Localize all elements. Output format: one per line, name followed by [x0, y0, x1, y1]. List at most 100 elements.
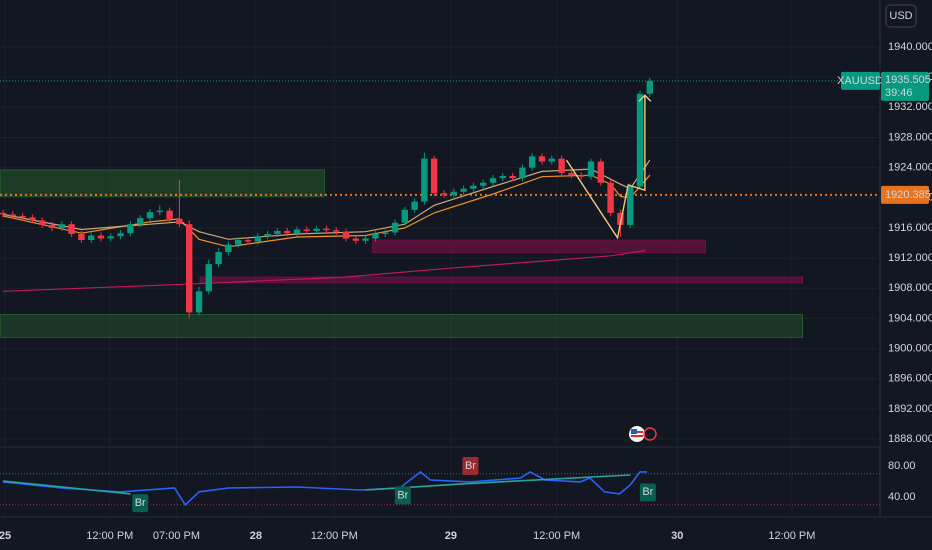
candle-body: [19, 215, 26, 218]
candle-body: [509, 175, 516, 179]
candle-body: [470, 185, 477, 189]
x-tick-label: 25: [0, 530, 11, 542]
candle-body: [235, 240, 242, 245]
price-line-tag: [881, 185, 929, 204]
candle-body: [627, 186, 634, 225]
candle-body: [68, 224, 75, 234]
y-tick-label: 1892.000: [888, 403, 932, 415]
candle-body: [607, 182, 614, 213]
candle-body: [97, 235, 105, 239]
candle-body: [225, 244, 232, 253]
zone: [372, 239, 706, 254]
candle-body: [529, 156, 536, 168]
signal-label: Br: [397, 489, 408, 501]
y-tick-label: 1900.000: [888, 343, 932, 355]
candle-body: [293, 229, 301, 234]
countdown-label: 39:46: [885, 87, 913, 99]
symbol-label: XAUUSD: [837, 75, 883, 87]
candle-body: [313, 228, 320, 231]
candle-body: [244, 240, 252, 242]
x-tick-label: 29: [445, 530, 457, 542]
y-tick-label: 1904.000: [888, 312, 932, 324]
signal-badge: [639, 483, 656, 502]
candle-body: [597, 161, 604, 183]
candle-body: [127, 224, 134, 234]
candle-body: [342, 231, 350, 239]
candle-body: [431, 158, 438, 194]
currency-box[interactable]: [885, 4, 917, 28]
y-tick-label: 1932.000: [888, 101, 932, 113]
candle-body: [646, 80, 653, 94]
candle-body: [558, 158, 565, 173]
candle-body: [186, 224, 193, 313]
candle-body: [0, 212, 7, 215]
candle-body: [460, 188, 467, 192]
candle-body: [156, 210, 163, 213]
indicator-line: [2, 480, 131, 495]
candle-body: [499, 175, 506, 179]
currency[interactable]: USD: [889, 10, 912, 22]
candle-body: [215, 252, 222, 265]
x-tick-label: 12:00 PM: [86, 530, 133, 542]
candle-body: [411, 201, 418, 210]
candle-body: [489, 178, 497, 183]
drawing-arrowhead: [638, 94, 652, 102]
candle-body: [107, 236, 114, 239]
candle-body: [587, 161, 595, 177]
x-tick-label: 12:00 PM: [533, 530, 580, 542]
signal-badge: [462, 456, 479, 475]
candle-body: [421, 158, 428, 202]
candle-body: [176, 218, 183, 225]
candle-body: [264, 233, 271, 237]
candle-body: [323, 228, 330, 231]
y-tick-label: 1916.000: [888, 222, 932, 234]
symbol-tag: [841, 71, 880, 90]
zone: [0, 314, 803, 338]
candle-body: [538, 156, 546, 162]
candle-body: [254, 236, 261, 242]
price-line-label: 1920.385: [885, 189, 931, 201]
candle-body: [401, 209, 408, 223]
indicator-tick-label: 80.00: [888, 460, 916, 472]
y-tick-label: 1924.000: [888, 162, 932, 174]
candle-body: [39, 220, 46, 225]
y-tick-label: 1928.000: [888, 131, 932, 143]
candle-body: [195, 291, 203, 313]
candle-body: [372, 233, 379, 239]
signal-label: Br: [135, 497, 146, 509]
y-tick-label: 1940.000: [888, 41, 932, 53]
signal-badge: [132, 494, 149, 513]
x-tick-label: 28: [250, 530, 262, 542]
candle-body: [450, 191, 457, 195]
candle-body: [480, 182, 487, 186]
candle-body: [205, 264, 212, 292]
candle-body: [352, 238, 359, 241]
candle-body: [166, 210, 173, 219]
x-tick-label: 12:00 PM: [311, 530, 358, 542]
candle-body: [88, 235, 95, 241]
candle-body: [333, 230, 340, 232]
signal-label: Br: [465, 460, 476, 472]
candle-body: [284, 230, 291, 234]
zone: [0, 169, 325, 197]
candle-body: [578, 175, 585, 177]
candle-body: [78, 233, 85, 241]
candle-body: [274, 230, 281, 234]
y-tick-label: 1896.000: [888, 373, 932, 385]
candle-body: [9, 214, 16, 216]
y-tick-label: 1888.000: [888, 433, 932, 445]
y-tick-label: 1912.000: [888, 252, 932, 264]
candle-body: [440, 193, 448, 195]
x-tick-label: 12:00 PM: [768, 530, 815, 542]
candle-body: [382, 232, 389, 234]
indicator-tick-label: 40.00: [888, 491, 916, 503]
candle-body: [519, 167, 526, 179]
candle-body: [362, 238, 369, 241]
last-price-label: 1935.505: [885, 74, 931, 86]
candle-body: [548, 158, 555, 162]
candle-body: [48, 224, 56, 228]
event-icon[interactable]: [629, 426, 657, 442]
candle-body: [636, 93, 644, 187]
x-tick-label: 07:00 PM: [153, 530, 200, 542]
